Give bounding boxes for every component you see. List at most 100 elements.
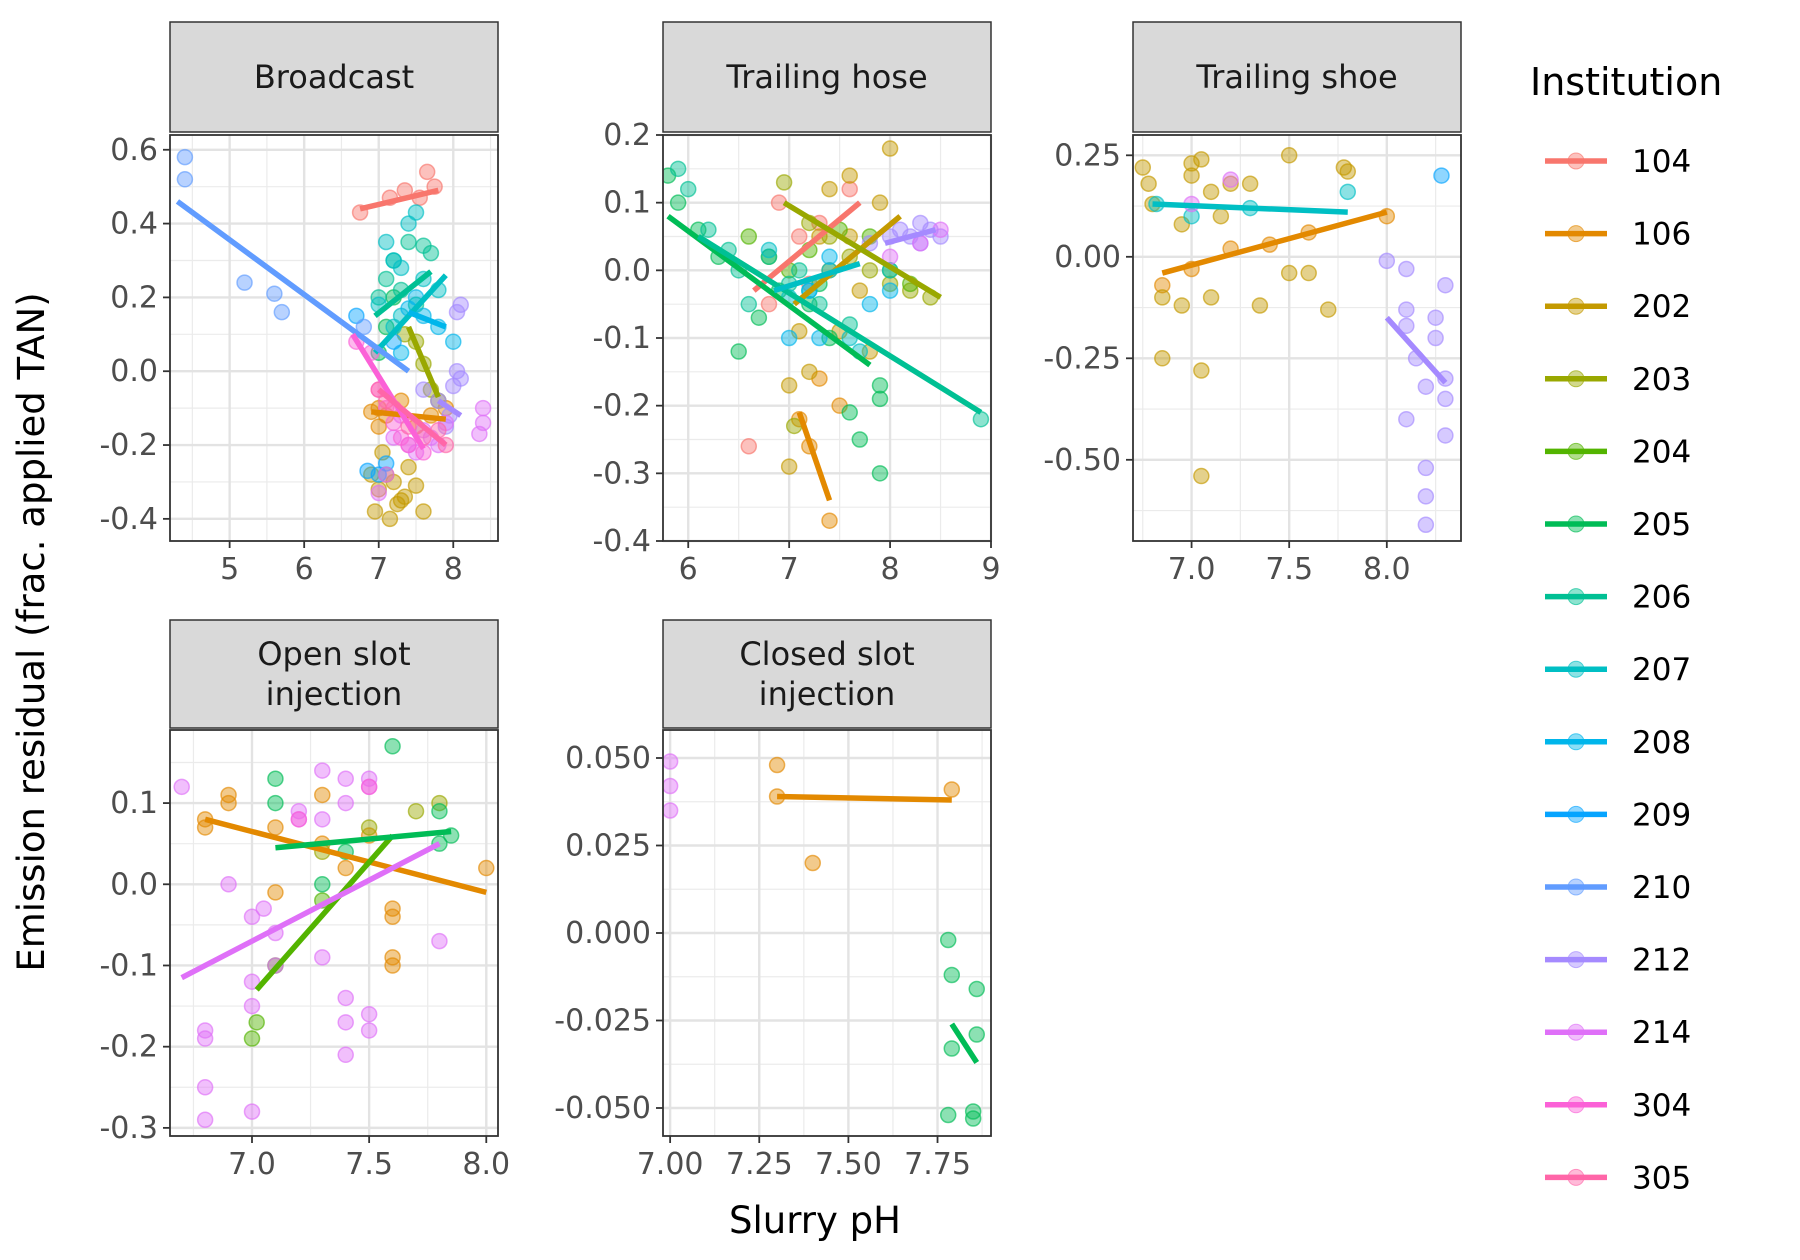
data-point-214 xyxy=(314,762,331,779)
data-point-208 xyxy=(445,333,462,350)
data-point-214 xyxy=(370,484,387,502)
legend-item: 214 xyxy=(1545,1015,1691,1051)
data-point-206 xyxy=(669,160,687,178)
data-point-209 xyxy=(359,462,376,480)
data-point-206 xyxy=(377,270,395,288)
x-tick-label: 8.0 xyxy=(462,1147,510,1182)
data-point-106 xyxy=(478,859,495,877)
data-point-304 xyxy=(360,778,378,796)
data-point-214 xyxy=(663,802,679,819)
data-point-214 xyxy=(471,425,488,443)
legend-label: 104 xyxy=(1632,144,1691,180)
data-point-214 xyxy=(220,876,237,893)
data-point-214 xyxy=(196,1030,214,1047)
data-point-106 xyxy=(768,756,786,774)
legend-item: 204 xyxy=(1545,434,1691,470)
data-point-206 xyxy=(679,180,697,198)
data-point-208 xyxy=(881,282,899,299)
legend-label: 205 xyxy=(1632,507,1691,543)
legend-key-point xyxy=(1567,1168,1585,1186)
fit-line-206 xyxy=(696,234,983,415)
y-axis-label: Emission residual (frac. applied TAN) xyxy=(10,292,53,971)
data-point-205 xyxy=(968,1026,985,1043)
data-point-214 xyxy=(243,973,261,990)
data-point-207 xyxy=(377,233,395,251)
data-point-205 xyxy=(871,465,889,482)
y-tick-label: -0.3 xyxy=(99,1111,158,1146)
data-point-202 xyxy=(1280,264,1298,282)
y-tick-label: -0.025 xyxy=(554,1004,651,1039)
x-tick-label: 8 xyxy=(444,552,463,587)
data-point-106 xyxy=(384,949,401,966)
y-tick-label: -0.4 xyxy=(592,524,651,559)
legend-key-point xyxy=(1567,733,1585,751)
data-point-214 xyxy=(314,949,331,966)
x-tick-label: 7.00 xyxy=(637,1147,704,1182)
data-point-205 xyxy=(267,794,284,812)
fit-line-104 xyxy=(359,187,439,212)
data-point-202 xyxy=(801,363,818,381)
legend-label: 212 xyxy=(1632,943,1691,979)
data-point-205 xyxy=(939,931,957,949)
data-point-203 xyxy=(360,819,378,836)
data-point-202 xyxy=(1202,289,1220,306)
legend-label: 208 xyxy=(1632,725,1691,761)
legend-label: 106 xyxy=(1632,217,1691,253)
facet-strip xyxy=(662,619,992,729)
data-point-212 xyxy=(1437,427,1454,444)
y-tick-label: -0.50 xyxy=(1043,443,1121,478)
fit-line-207 xyxy=(1152,201,1348,215)
y-tick-label: 0.1 xyxy=(603,186,651,221)
x-tick-label: 8.0 xyxy=(1363,552,1411,587)
data-point-202 xyxy=(1140,175,1157,192)
data-point-207 xyxy=(1183,207,1200,225)
data-point-202 xyxy=(1173,297,1191,314)
fit-line-104 xyxy=(752,200,862,293)
data-point-202 xyxy=(1193,362,1210,379)
legend-item: 304 xyxy=(1545,1088,1691,1124)
x-tick-label: 7 xyxy=(369,552,388,587)
data-point-214 xyxy=(377,466,395,483)
facet-title: injection xyxy=(759,675,896,713)
data-point-212 xyxy=(1427,329,1444,347)
data-point-202 xyxy=(1319,301,1337,318)
data-point-206 xyxy=(972,410,990,428)
data-point-214 xyxy=(337,1014,354,1031)
data-point-205 xyxy=(943,966,961,984)
data-point-202 xyxy=(1154,350,1171,367)
data-point-210 xyxy=(236,274,253,291)
data-point-304 xyxy=(290,811,308,828)
fit-line-205 xyxy=(949,1022,980,1064)
data-point-202 xyxy=(871,194,889,211)
data-point-205 xyxy=(314,876,331,893)
legend-item: 208 xyxy=(1545,725,1691,761)
data-point-212 xyxy=(1378,252,1396,270)
legend-key-point xyxy=(1567,370,1585,388)
y-tick-label: -0.1 xyxy=(592,321,651,356)
facet-panel: Broadcast 5 6 7 8 0.6 0.4 0.2 0.0 -0.2 -0.4 xyxy=(99,21,499,587)
y-tick-label: -0.2 xyxy=(99,1030,158,1065)
data-point-212 xyxy=(1437,390,1454,408)
x-tick-label: 7.0 xyxy=(228,1147,276,1182)
legend-key-point xyxy=(1567,660,1585,678)
data-point-212 xyxy=(1437,276,1454,294)
data-point-202 xyxy=(415,503,432,520)
fit-line-212 xyxy=(884,227,937,246)
legend-key-point xyxy=(1567,515,1585,533)
data-point-202 xyxy=(1280,147,1298,164)
data-point-204 xyxy=(740,228,758,245)
data-point-208 xyxy=(821,248,838,266)
data-point-206 xyxy=(700,221,717,238)
plot-area xyxy=(173,737,495,1129)
x-tick-label: 6 xyxy=(679,552,698,587)
data-point-106 xyxy=(384,908,401,926)
y-tick-label: 0.25 xyxy=(1054,138,1121,173)
y-tick-label: -0.050 xyxy=(554,1091,651,1126)
y-tick-label: 0.0 xyxy=(603,253,651,288)
plot-area xyxy=(175,148,492,528)
x-tick-label: 9 xyxy=(981,552,1000,587)
legend-label: 202 xyxy=(1632,289,1691,325)
data-point-202 xyxy=(1154,289,1171,306)
